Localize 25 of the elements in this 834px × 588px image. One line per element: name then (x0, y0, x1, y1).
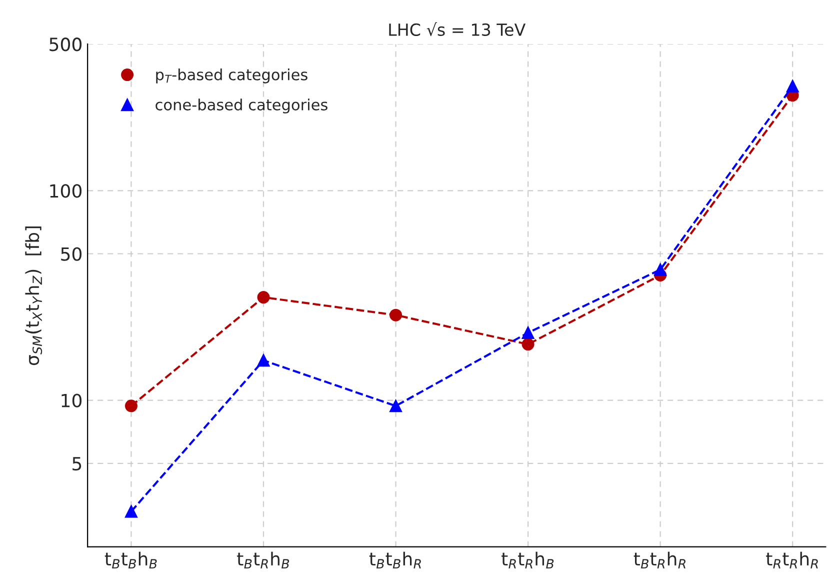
x-tick-label: t$_{B}$t$_{B}$h$_{B}$ (104, 552, 157, 568)
x-tick-label: t$_{B}$t$_{R}$h$_{B}$ (237, 552, 290, 568)
text: σ$_{SM}$(t$_{X}$t$_{Y}$h$_{Z}$) [fb] (25, 226, 42, 366)
point (390, 400, 402, 412)
x-tick-label: t$_{R}$t$_{R}$h$_{R}$ (766, 552, 818, 568)
point (124, 505, 138, 518)
x-tick-label: t$_{B}$t$_{R}$h$_{R}$ (634, 552, 686, 568)
point (522, 326, 534, 339)
y-tick-label: 10 (62, 394, 82, 408)
point (522, 338, 534, 351)
point (257, 291, 270, 304)
legend-label: p$_{T}$-based categories (156, 68, 308, 84)
y-tick-label: 5 (72, 457, 82, 471)
y-tick-label: 500 (50, 38, 82, 52)
y-tick-label: 50 (61, 247, 82, 261)
point (257, 354, 270, 367)
point (654, 263, 667, 276)
point (786, 80, 799, 92)
point (390, 308, 402, 322)
x-tick-label: t$_{B}$t$_{B}$h$_{R}$ (369, 552, 421, 568)
point (124, 400, 138, 412)
legend-label: cone-based categories (156, 98, 328, 114)
y-tick-label: 100 (50, 184, 82, 198)
x-tick-label: t$_{R}$t$_{R}$h$_{B}$ (502, 552, 554, 568)
chart-title: LHC √s = 13 TeV (389, 22, 526, 36)
